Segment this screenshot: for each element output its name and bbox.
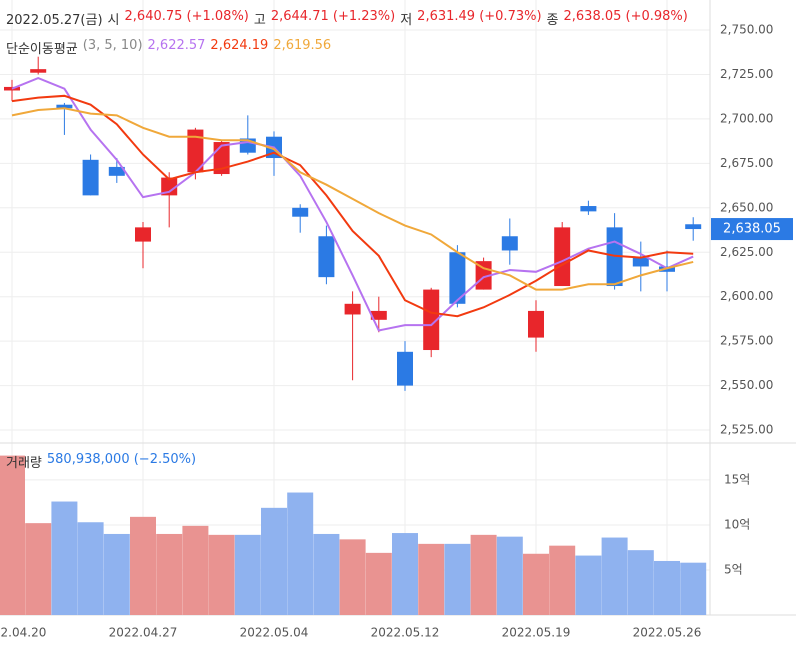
volume-bar (627, 550, 654, 615)
volume-bar (51, 501, 78, 615)
ohlc-header: 2022.05.27(금) 시 2,640.75 (+1.08%) 고 2,644.7… (6, 9, 688, 28)
volume-bar (654, 560, 680, 615)
date: 2022.05.27(금) (6, 13, 103, 28)
volume-bar (470, 534, 497, 615)
volume-bar (418, 543, 445, 615)
candle-body (187, 129, 204, 173)
volume-bar (365, 552, 392, 615)
candle-body (685, 224, 702, 230)
volume-bar (575, 555, 602, 615)
y-tick-label: 15억 (724, 472, 750, 486)
price-tag: 2,638.05 (723, 222, 781, 237)
volume-bar (261, 507, 287, 615)
y-tick-label: 2,650.00 (720, 200, 773, 214)
candle-body (56, 104, 73, 109)
moving-average (11, 94, 694, 318)
volume-bar (25, 523, 52, 615)
y-tick-label: 2,550.00 (720, 378, 773, 392)
moving-average (11, 76, 694, 332)
candle-body (501, 236, 518, 251)
volume-bar (156, 533, 183, 615)
candle-body (292, 207, 309, 217)
volume-bar (287, 492, 314, 615)
volume-bar (496, 536, 523, 615)
legend-value: 2,622.57 (147, 38, 206, 53)
candle-body (318, 236, 335, 278)
candle-body (344, 303, 361, 315)
y-tick-label: 2,725.00 (720, 67, 773, 81)
volume-bar (0, 455, 25, 615)
y-tick-label: 2,675.00 (720, 156, 773, 170)
volume-bar (130, 516, 156, 615)
candle-body (449, 252, 466, 304)
ohlc-value: 2,644.71 (+1.23%) (270, 9, 396, 24)
volume-title: 거래량 (6, 456, 42, 471)
ohlc-label: 저 (400, 13, 413, 28)
ohlc-value: 2,631.49 (+0.73%) (417, 9, 542, 24)
candle-body (370, 310, 387, 320)
price-tag-bg (711, 218, 793, 241)
volume-bar (234, 534, 261, 615)
volume-bar (680, 562, 707, 615)
volume-bar (549, 545, 576, 615)
candle-body (528, 310, 544, 338)
x-tick-label: 2022.05.26 (633, 626, 702, 640)
y-tick-label: 2,575.00 (720, 334, 773, 348)
y-tick-label: 2,750.00 (720, 23, 773, 37)
ohlc-value: 2,640.75 (+1.08%) (124, 9, 249, 24)
volume-bar (523, 553, 549, 615)
volume-bar (182, 525, 209, 615)
x-tick-label: 2022.05.04 (240, 626, 309, 640)
candle-body (161, 177, 178, 196)
x-tick-label: 2022.05.19 (502, 626, 571, 640)
ohlc-label: 종 (546, 13, 559, 28)
legend-params: (3, 5, 10) (82, 38, 143, 53)
y-tick-label: 2,600.00 (720, 289, 773, 303)
candle-body (475, 261, 492, 290)
volume-bar (103, 533, 130, 615)
ohlc-value: 2,638.05 (+0.98%) (563, 9, 688, 24)
volume-bar (208, 534, 235, 615)
y-tick-label: 10억 (724, 517, 750, 531)
candle-body (82, 159, 99, 196)
candle-body (580, 206, 597, 212)
volume-bar (77, 522, 104, 615)
candle-body (397, 351, 413, 386)
candle-body (135, 227, 151, 242)
y-tick-label: 2,700.00 (720, 111, 773, 125)
volume-value: 580,938,000 (−2.50%) (46, 452, 197, 467)
ohlc-label: 고 (253, 13, 266, 28)
x-tick-label: 2022.04.27 (109, 626, 178, 640)
moving-average (11, 107, 694, 291)
legend-value: 2,624.19 (210, 38, 269, 53)
y-tick-label: 2,525.00 (720, 423, 773, 437)
legend-title: 단순이동평균 (6, 42, 78, 57)
volume-bar (601, 537, 628, 615)
x-tick-label: 2022.05.12 (371, 626, 440, 640)
y-tick-label: 2,625.00 (720, 245, 773, 259)
candle-body (108, 166, 125, 176)
ohlc-label: 시 (107, 13, 120, 28)
ma-legend: 단순이동평균 (3, 5, 10) 2,622.57 2,624.19 2,619.… (6, 38, 331, 57)
candle-body (554, 227, 571, 287)
volume-header: 거래량 580,938,000 (−2.50%) (6, 452, 196, 471)
y-tick-label: 5억 (724, 562, 743, 576)
volume-bar (313, 533, 340, 615)
volume-bar (444, 543, 471, 615)
volume-bar (339, 539, 366, 615)
candle-body (30, 69, 47, 73)
x-tick-label: 2022.04.20 (0, 626, 46, 640)
volume-bar (392, 533, 418, 615)
candle-body (632, 257, 649, 267)
legend-value: 2,619.56 (273, 38, 332, 53)
candle-body (423, 289, 440, 351)
